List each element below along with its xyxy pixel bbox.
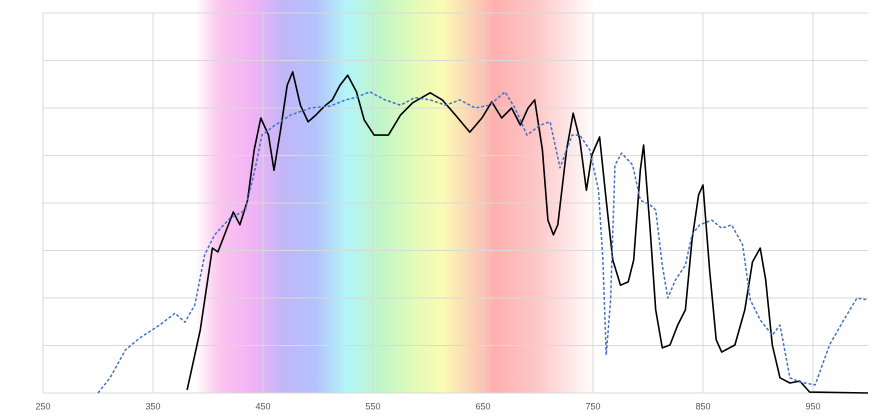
x-tick-label: 350 [145,401,160,411]
x-tick-label: 550 [365,401,380,411]
spectrum-band [195,0,595,393]
x-tick-label: 250 [35,401,50,411]
x-tick-label: 950 [805,401,820,411]
series-line [186,71,869,394]
x-tick-label: 850 [695,401,710,411]
x-tick-label: 650 [475,401,490,411]
x-tick-label: 450 [255,401,270,411]
x-tick-label: 750 [585,401,600,411]
series-line [97,91,869,394]
